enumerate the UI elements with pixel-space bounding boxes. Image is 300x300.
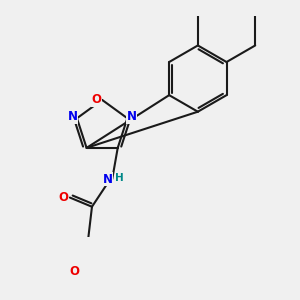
- Text: N: N: [103, 173, 113, 186]
- Text: O: O: [69, 265, 79, 278]
- Text: N: N: [68, 110, 77, 123]
- Text: O: O: [58, 191, 68, 204]
- Text: H: H: [115, 173, 124, 183]
- Text: N: N: [127, 110, 137, 123]
- Text: O: O: [92, 93, 102, 106]
